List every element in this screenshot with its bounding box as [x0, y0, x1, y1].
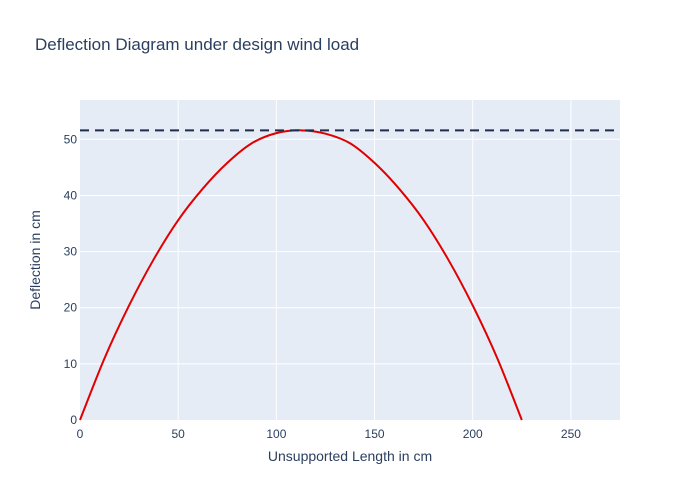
y-tick-label: 50	[64, 132, 78, 146]
y-tick-label: 10	[64, 357, 78, 371]
y-tick-label: 20	[64, 301, 78, 315]
x-tick-label: 0	[77, 427, 84, 441]
x-axis-title: Unsupported Length in cm	[268, 448, 432, 464]
series-layer	[79, 129, 620, 421]
y-tick-label: 30	[64, 245, 78, 259]
y-axis-title: Deflection in cm	[27, 210, 43, 310]
y-tick-label: 0	[70, 413, 77, 427]
x-tick-label: 250	[561, 427, 581, 441]
x-axis-ticks: 0 50 100 150 200 250	[77, 427, 582, 441]
x-tick-label: 200	[463, 427, 483, 441]
x-tick-label: 50	[172, 427, 186, 441]
y-tick-label: 40	[64, 188, 78, 202]
plot-area	[80, 100, 620, 420]
x-tick-label: 100	[266, 427, 286, 441]
x-tick-label: 150	[365, 427, 385, 441]
y-gridlines	[80, 138, 620, 365]
y-axis-ticks: 0 10 20 30 40 50	[64, 132, 78, 427]
chart-title: Deflection Diagram under design wind loa…	[35, 35, 359, 54]
deflection-curve	[79, 129, 523, 421]
x-gridlines	[177, 100, 572, 420]
